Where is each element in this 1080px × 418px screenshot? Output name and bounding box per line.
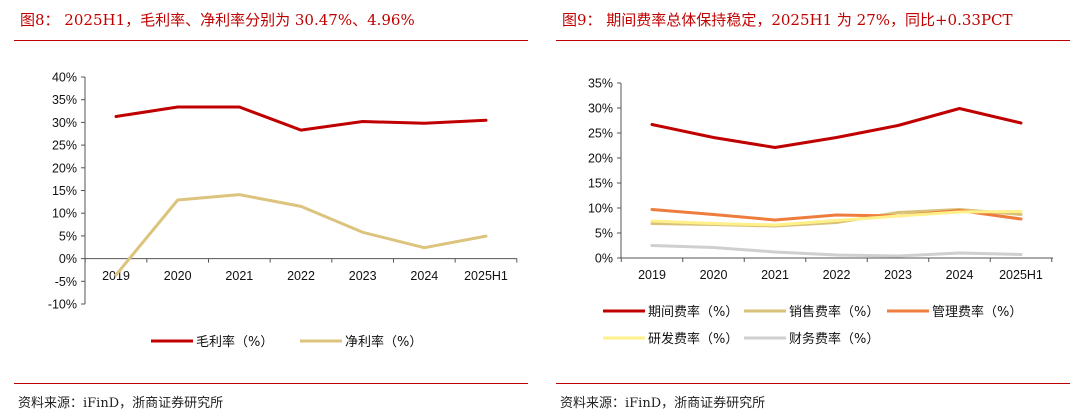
left-source-rule	[14, 383, 528, 384]
left-y-tick-label: 40%	[52, 71, 77, 85]
right-x-tick-label: 2020	[700, 268, 728, 282]
right-x-tick-label: 2023	[884, 268, 912, 282]
right-source-note: 资料来源：iFinD，浙商证券研究所	[560, 396, 766, 411]
left-y-tick-label: 35%	[52, 93, 77, 107]
right-x-tick-label: 2019	[638, 268, 666, 282]
left-x-tick-label: 2023	[349, 269, 377, 283]
left-x-tick-label: 2022	[287, 269, 315, 283]
left-legend-label-1: 毛利率（%）	[196, 334, 273, 350]
right-x-tick-label: 2022	[823, 268, 851, 282]
right-y-tick-label: 0%	[595, 252, 613, 266]
right-y-tick-label: 5%	[595, 227, 613, 241]
left-y-tick-label: 20%	[52, 161, 77, 175]
right-series-line-5	[650, 244, 1023, 258]
right-legend-label-2: 销售费率（%）	[789, 304, 879, 320]
right-y-tick-label: 15%	[588, 177, 613, 191]
left-legend-label-2: 净利率（%）	[345, 334, 422, 350]
left-title-rule	[14, 40, 528, 41]
left-y-tick-label: -10%	[48, 298, 77, 312]
right-legend-label-5: 财务费率（%）	[789, 331, 879, 347]
left-x-tick-label: 2021	[225, 269, 253, 283]
left-series-line-1	[114, 105, 488, 132]
left-y-tick-label: 25%	[52, 139, 77, 153]
left-y-tick-label: -5%	[55, 275, 77, 289]
left-figure-panel: 图8： 2025H1，毛利率、净利率分别为 30.47%、4.96% 40% 35…	[14, 0, 542, 418]
right-figure-title: 图9： 期间费率总体保持稳定，2025H1 为 27%，同比+0.33PCT	[562, 11, 1013, 29]
right-x-tick-label: 2025H1	[999, 268, 1043, 282]
right-figure-panel: 图9： 期间费率总体保持稳定，2025H1 为 27%，同比+0.33PCT 3…	[556, 0, 1080, 418]
left-y-tick-label: 30%	[52, 116, 77, 130]
right-title-rule	[556, 40, 1070, 41]
right-legend-label-4: 研发费率（%）	[648, 331, 738, 347]
right-x-tick-label: 2024	[946, 268, 974, 282]
right-legend-label-1: 期间费率（%）	[648, 304, 738, 320]
right-series-line-4	[650, 210, 1023, 227]
left-y-tick-label: 5%	[59, 229, 77, 243]
right-y-tick-label: 10%	[588, 202, 613, 216]
left-y-tick-label: 15%	[52, 184, 77, 198]
left-source-note: 资料来源：iFinD，浙商证券研究所	[18, 396, 224, 411]
left-figure-title: 图8： 2025H1，毛利率、净利率分别为 30.47%、4.96%	[20, 11, 415, 29]
left-x-tick-label: 2025H1	[464, 269, 508, 283]
right-legend-label-3: 管理费率（%）	[932, 304, 1022, 320]
right-x-tick-label: 2021	[761, 268, 789, 282]
right-y-tick-label: 30%	[588, 102, 613, 116]
left-x-tick-label: 2024	[410, 269, 438, 283]
left-x-tick-label: 2020	[164, 269, 192, 283]
right-y-tick-label: 35%	[588, 77, 613, 91]
expense-ratio-line-chart: 35% 30% 25% 20% 15% 10% 5% 0% 2019 2020 2021 2022 20…	[588, 77, 1053, 347]
right-y-tick-label: 20%	[588, 152, 613, 166]
left-y-tick-label: 10%	[52, 207, 77, 221]
right-source-rule	[556, 383, 1070, 384]
left-y-tick-label: 0%	[59, 252, 77, 266]
margin-line-chart: 40%35%30%25%20%15%10%5%0%-5%-10%2019 2020…	[48, 71, 518, 350]
right-series-line-1	[650, 107, 1023, 149]
right-y-tick-label: 25%	[588, 127, 613, 141]
left-series-line-2	[114, 193, 488, 277]
